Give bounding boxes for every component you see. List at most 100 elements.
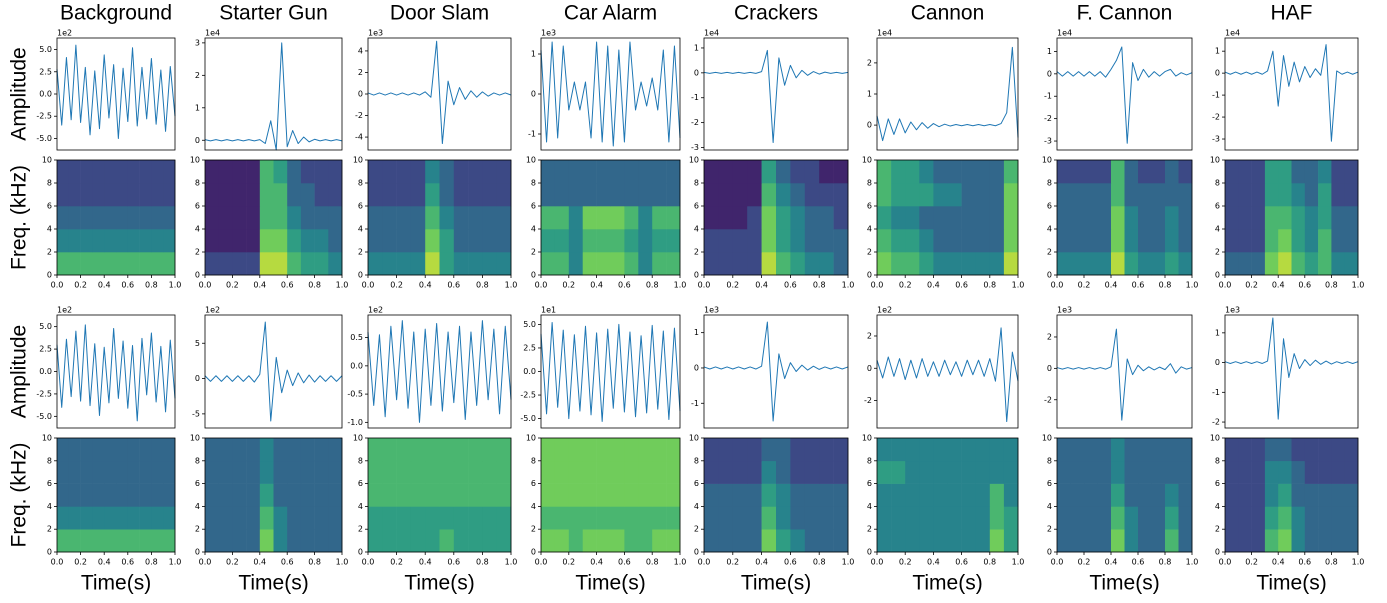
spectrogram-cell bbox=[382, 438, 397, 461]
x-tick-label: 1.0 bbox=[1012, 281, 1025, 290]
spectrogram-cell bbox=[948, 229, 962, 252]
spectrogram-cell bbox=[1305, 461, 1319, 484]
spectrogram-cell bbox=[834, 252, 849, 275]
subplot: 02468100.00.20.40.60.81.0 bbox=[1210, 434, 1365, 567]
spectrogram-cell bbox=[104, 529, 116, 552]
spectrogram-cell bbox=[232, 506, 246, 529]
spectrogram-cell bbox=[666, 160, 680, 183]
x-axis-label: Time(s) bbox=[238, 572, 308, 595]
spectrogram-cell bbox=[397, 229, 412, 252]
y-tick-label: 2 bbox=[358, 68, 363, 77]
spectrogram-cell bbox=[962, 506, 976, 529]
spectrogram-cell bbox=[1305, 183, 1319, 206]
spectrogram-cell bbox=[776, 461, 791, 484]
y-tick-label: 8 bbox=[358, 456, 363, 465]
spectrogram-cell bbox=[976, 461, 990, 484]
spectrogram-cell bbox=[638, 506, 652, 529]
y-tick-label: -5.0 bbox=[36, 412, 52, 421]
spectrogram-cell bbox=[555, 529, 569, 552]
x-axis-label: Time(s) bbox=[404, 572, 474, 595]
spectrogram-cell bbox=[274, 506, 288, 529]
spectrogram-cell bbox=[1265, 160, 1279, 183]
spectrogram-cell bbox=[1292, 461, 1306, 484]
spectrogram-cell bbox=[1098, 484, 1112, 507]
spectrogram-cell bbox=[246, 160, 260, 183]
spectrogram-cell bbox=[1225, 461, 1239, 484]
spectrogram-cell bbox=[877, 229, 891, 252]
subplot: 02468100.00.20.40.60.81.0 bbox=[1042, 156, 1199, 290]
y-tick-label: 2 bbox=[867, 248, 872, 257]
spectrogram-cell bbox=[468, 438, 483, 461]
spectrogram-cell bbox=[1305, 206, 1319, 229]
spectrogram-cell bbox=[301, 183, 315, 206]
spectrogram-cell bbox=[57, 160, 69, 183]
spectrogram-cell bbox=[555, 438, 569, 461]
spectrogram-cell bbox=[624, 252, 638, 275]
spectrogram-cell bbox=[425, 229, 440, 252]
spectrogram-cell bbox=[611, 252, 625, 275]
spectrogram-cell bbox=[597, 183, 611, 206]
spectrogram-cell bbox=[733, 183, 748, 206]
spectrogram-cell bbox=[1179, 206, 1193, 229]
spectrogram-cell bbox=[368, 506, 383, 529]
spectrogram-cell bbox=[1111, 160, 1125, 183]
spectrogram-cell bbox=[762, 529, 777, 552]
x-tick-label: 1.0 bbox=[336, 558, 349, 567]
spectrogram-cell bbox=[790, 461, 805, 484]
x-tick-label: 0.0 bbox=[362, 558, 375, 567]
spectrogram-cell bbox=[205, 252, 219, 275]
spectrogram-cell bbox=[762, 484, 777, 507]
spectrogram-cell bbox=[1345, 438, 1359, 461]
spectrogram-cell bbox=[397, 160, 412, 183]
spectrogram-cell bbox=[611, 229, 625, 252]
spectrogram-cell bbox=[274, 438, 288, 461]
spectrogram-cell bbox=[718, 229, 733, 252]
spectrogram-cell bbox=[1252, 529, 1266, 552]
y-tick-label: 0 bbox=[47, 548, 52, 557]
spectrogram-cell bbox=[747, 206, 762, 229]
y-tick-label: -2 bbox=[1212, 113, 1220, 122]
waveform-line bbox=[877, 47, 1018, 140]
spectrogram-cell bbox=[704, 461, 719, 484]
spectrogram-cell bbox=[1004, 461, 1018, 484]
spectrogram-cell bbox=[933, 206, 947, 229]
y-tick-label: 6 bbox=[195, 479, 200, 488]
spectrogram-cell bbox=[328, 529, 342, 552]
spectrogram-cell bbox=[790, 484, 805, 507]
spectrogram-cell bbox=[260, 438, 274, 461]
offset-text: 1e4 bbox=[704, 29, 719, 38]
spectrogram-cell bbox=[69, 461, 81, 484]
spectrogram-cell bbox=[382, 252, 397, 275]
spectrogram-cell bbox=[497, 229, 512, 252]
y-tick-label: 2.5 bbox=[39, 345, 52, 354]
spectrogram-cell bbox=[1084, 461, 1098, 484]
y-tick-label: 6 bbox=[694, 202, 699, 211]
spectrogram-cell bbox=[1305, 484, 1319, 507]
spectrogram-cell bbox=[891, 529, 905, 552]
spectrogram-cell bbox=[583, 529, 597, 552]
spectrogram-cell bbox=[205, 160, 219, 183]
x-tick-label: 0.6 bbox=[618, 281, 631, 290]
spectrogram-cell bbox=[1138, 206, 1152, 229]
spectrogram-cell bbox=[116, 229, 128, 252]
spectrogram-cell bbox=[232, 438, 246, 461]
spectrogram-cell bbox=[1318, 252, 1332, 275]
spectrogram-cell bbox=[583, 252, 597, 275]
x-tick-label: 0.4 bbox=[419, 281, 432, 290]
spectrogram-cell bbox=[1111, 183, 1125, 206]
spectrogram-cell bbox=[151, 252, 163, 275]
spectrogram-cell bbox=[1004, 160, 1018, 183]
y-tick-label: 4 bbox=[195, 225, 200, 234]
spectrogram-cell bbox=[776, 229, 791, 252]
spectrogram-cell bbox=[1252, 461, 1266, 484]
spectrogram-cell bbox=[1084, 506, 1098, 529]
spectrogram-cell bbox=[81, 506, 93, 529]
x-tick-label: 0.6 bbox=[1298, 558, 1311, 567]
spectrogram-cell bbox=[1125, 461, 1139, 484]
x-tick-label: 0.8 bbox=[308, 558, 321, 567]
spectrogram-cell bbox=[624, 506, 638, 529]
x-tick-label: 0.2 bbox=[226, 281, 239, 290]
spectrogram-cell bbox=[733, 252, 748, 275]
spectrogram-cell bbox=[948, 160, 962, 183]
